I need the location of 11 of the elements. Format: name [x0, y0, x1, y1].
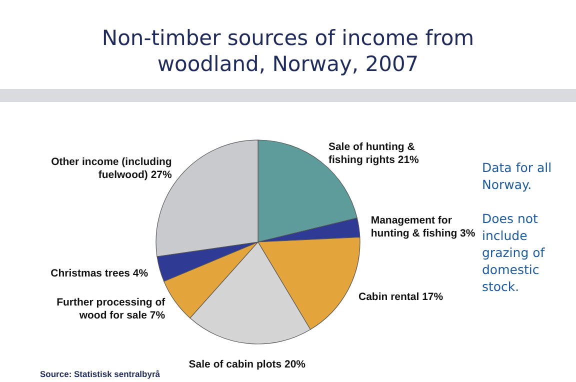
- slice-label: Management for hunting & fishing 3%: [370, 214, 476, 240]
- text: Data for all Norway.: [482, 160, 552, 192]
- slice-label: Further processing of wood for sale 7%: [56, 296, 166, 322]
- slice-label: Other income (including fuelwood) 27%: [51, 156, 172, 181]
- slice-label: Christmas trees 4%: [50, 267, 149, 280]
- chart-title: Non-timber sources of income from woodland, Norway, 2007: [102, 26, 474, 76]
- slice-label: Sale of cabin plots 20%: [188, 358, 306, 370]
- slice-label: Sale of hunting & fishing rights 21%: [328, 140, 420, 166]
- slice-label: Cabin rental 17%: [358, 290, 444, 303]
- source-note: Source: Statistisk sentralbyrå: [40, 369, 160, 379]
- text: Does not include grazing of domestic stock.: [482, 211, 546, 294]
